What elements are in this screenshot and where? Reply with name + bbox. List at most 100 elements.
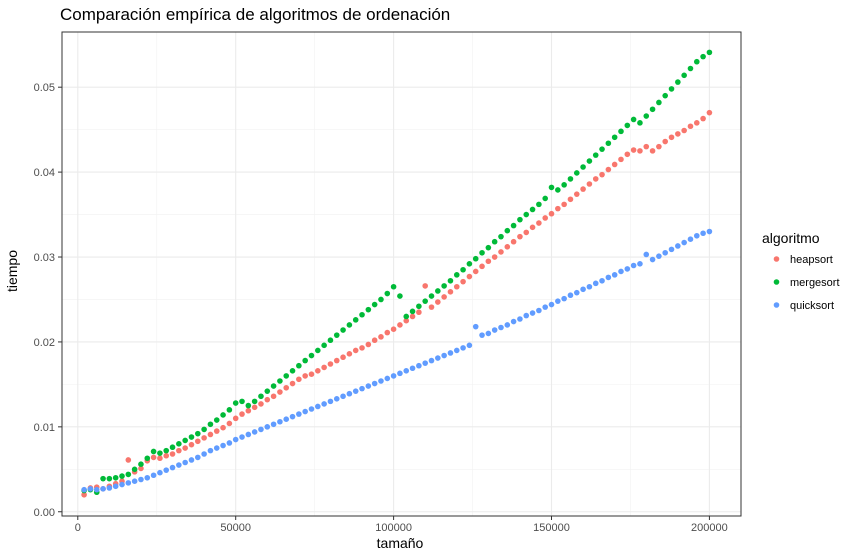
point-heapsort (201, 435, 207, 441)
point-mergesort (226, 407, 233, 413)
grid-major (62, 32, 741, 516)
point-mergesort (479, 249, 485, 256)
point-heapsort (302, 373, 308, 379)
point-quicksort (150, 472, 157, 479)
point-quicksort (687, 236, 694, 242)
point-quicksort (630, 262, 637, 269)
point-quicksort (270, 421, 277, 428)
point-heapsort (321, 364, 327, 371)
point-mergesort (397, 293, 403, 299)
point-heapsort (359, 345, 365, 351)
point-quicksort (333, 396, 340, 402)
point-mergesort (510, 222, 517, 229)
point-mergesort (270, 383, 277, 389)
point-mergesort (352, 317, 359, 323)
point-quicksort (138, 476, 144, 483)
y-axis-title: tiempo (4, 250, 20, 292)
point-quicksort (479, 332, 485, 338)
point-quicksort (504, 322, 511, 328)
point-quicksort (624, 266, 631, 272)
point-mergesort (131, 466, 138, 473)
legend-marker-mergesort (773, 279, 780, 285)
point-heapsort (264, 396, 271, 403)
point-heapsort (630, 147, 637, 153)
point-mergesort (327, 337, 334, 344)
point-heapsort (390, 326, 397, 332)
point-quicksort (226, 440, 233, 446)
point-quicksort (296, 411, 302, 417)
point-mergesort (675, 79, 681, 85)
point-quicksort (352, 388, 359, 394)
point-heapsort (428, 304, 435, 310)
point-quicksort (441, 352, 447, 359)
point-quicksort (447, 350, 454, 356)
point-mergesort (403, 313, 410, 320)
point-quicksort (662, 249, 668, 256)
point-mergesort (681, 72, 687, 79)
point-heapsort (333, 357, 340, 364)
point-heapsort (611, 161, 618, 168)
point-heapsort (561, 201, 567, 208)
point-quicksort (548, 301, 555, 308)
point-quicksort (643, 251, 650, 258)
point-quicksort (491, 327, 498, 333)
point-quicksort (700, 230, 706, 237)
point-quicksort (555, 298, 561, 304)
point-heapsort (536, 220, 542, 226)
point-quicksort (453, 347, 460, 354)
point-quicksort (403, 368, 410, 374)
point-quicksort (169, 464, 176, 471)
point-quicksort (567, 292, 574, 299)
point-quicksort (112, 483, 119, 490)
point-mergesort (599, 146, 605, 152)
point-heapsort (567, 196, 574, 203)
point-heapsort (605, 166, 612, 173)
point-mergesort (188, 434, 195, 440)
point-heapsort (251, 404, 258, 411)
point-heapsort (340, 354, 346, 361)
legend: algoritmo heapsort mergesort quicksort (762, 230, 840, 313)
point-heapsort (637, 148, 643, 154)
legend-label-mergesort: mergesort (790, 277, 840, 289)
point-quicksort (176, 462, 182, 468)
point-heapsort (466, 273, 473, 280)
point-mergesort (441, 283, 447, 289)
point-quicksort (668, 246, 675, 253)
point-mergesort (207, 421, 214, 428)
point-heapsort (618, 156, 624, 163)
y-tick-label: 0.04 (34, 167, 55, 179)
point-heapsort (453, 283, 460, 290)
point-heapsort (472, 268, 479, 275)
point-quicksort (308, 406, 315, 412)
point-heapsort (220, 424, 226, 431)
point-mergesort (592, 152, 599, 158)
point-heapsort (706, 109, 713, 116)
point-mergesort (668, 86, 675, 92)
point-heapsort (296, 376, 302, 383)
point-quicksort (119, 481, 125, 488)
point-mergesort (340, 327, 346, 333)
point-mergesort (523, 211, 530, 218)
point-quicksort (131, 478, 138, 484)
point-heapsort (422, 283, 428, 289)
point-mergesort (106, 475, 113, 482)
point-mergesort (580, 164, 586, 170)
point-quicksort (213, 445, 220, 451)
x-tick-label: 150000 (533, 522, 570, 534)
point-quicksort (232, 436, 239, 443)
point-quicksort (289, 413, 296, 420)
x-tick-label: 100000 (375, 522, 412, 534)
point-mergesort (700, 53, 706, 60)
point-heapsort (643, 143, 650, 150)
point-mergesort (321, 342, 327, 349)
point-heapsort (693, 120, 700, 126)
point-quicksort (81, 486, 87, 493)
point-quicksort (207, 447, 214, 454)
point-mergesort (283, 373, 290, 379)
point-mergesort (333, 332, 340, 338)
point-heapsort (586, 181, 593, 187)
point-heapsort (416, 309, 422, 316)
point-mergesort (491, 238, 498, 245)
point-heapsort (176, 447, 182, 454)
point-quicksort (93, 486, 100, 493)
